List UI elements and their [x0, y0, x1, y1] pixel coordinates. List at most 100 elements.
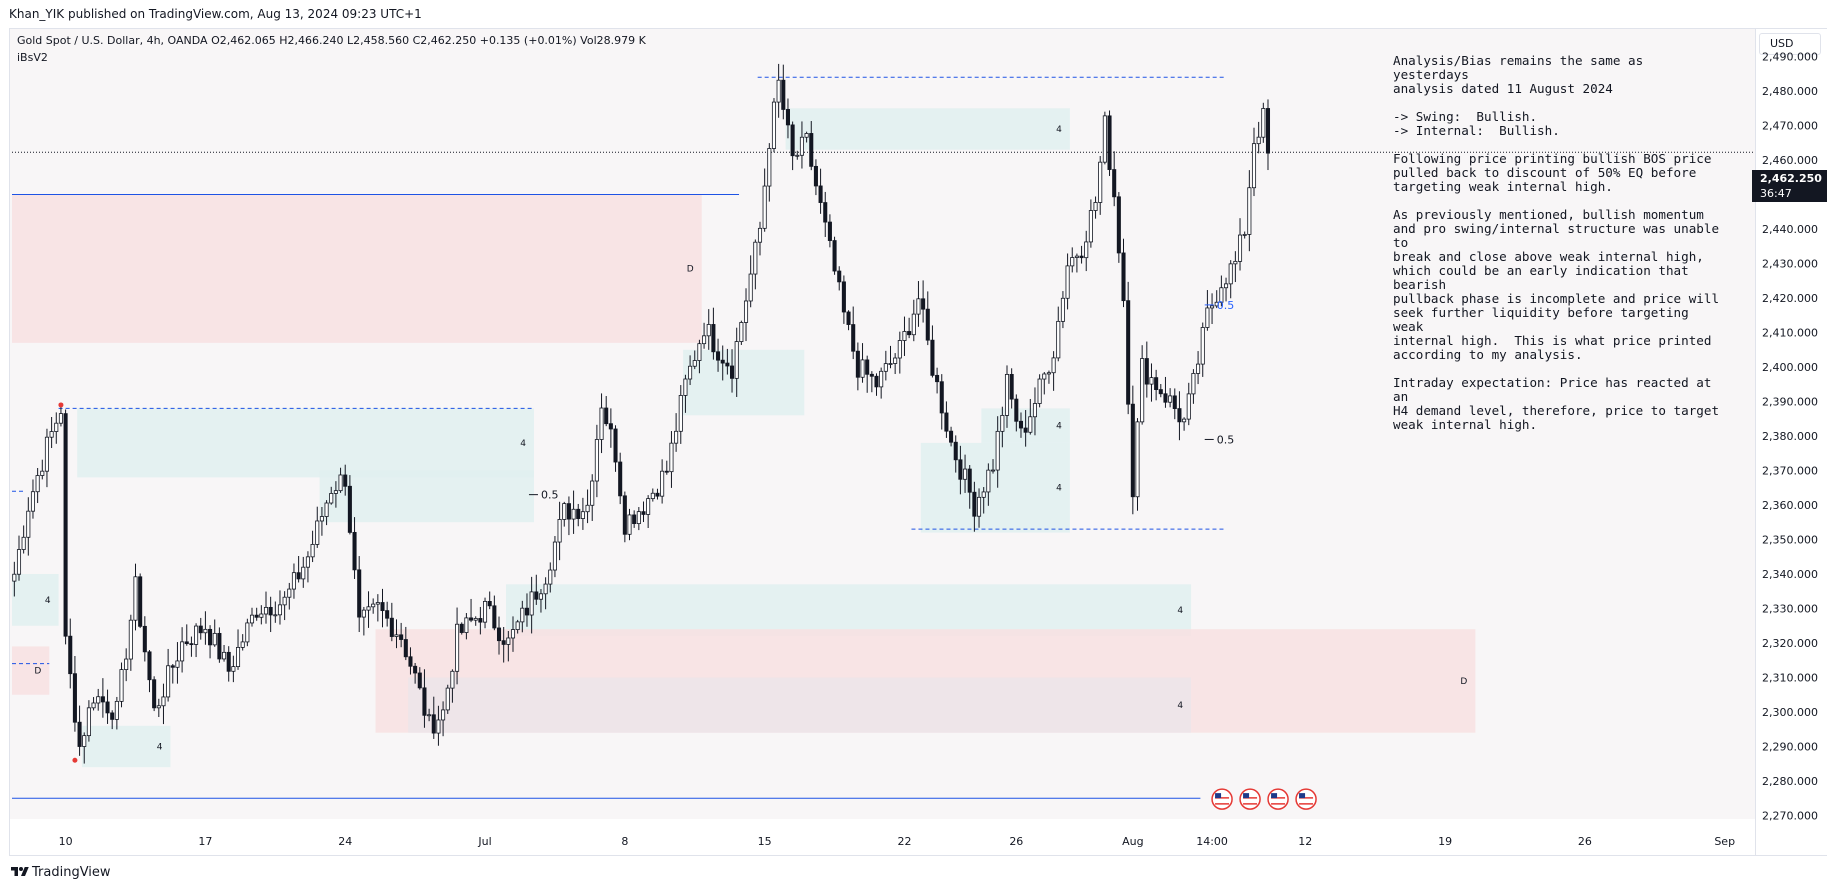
candle-body — [77, 721, 82, 747]
candle-body — [613, 428, 618, 463]
flag-stripe — [1299, 797, 1314, 799]
x-tick-label: 15 — [758, 835, 772, 848]
currency-button[interactable]: USD — [1759, 33, 1821, 55]
candle-body — [1102, 115, 1107, 163]
y-tick-label: 2,370.000 — [1762, 464, 1818, 477]
candle-body — [1135, 421, 1140, 498]
symbol-legend[interactable]: Gold Spot / U.S. Dollar, 4h, OANDA O2,46… — [17, 34, 646, 47]
candle-body — [310, 544, 315, 558]
candle-body — [660, 470, 665, 497]
candle-body — [315, 520, 320, 545]
candle-body — [804, 133, 809, 138]
candle-body — [837, 270, 842, 283]
candle-body — [944, 412, 949, 432]
candle-body — [455, 623, 460, 672]
candle-body — [100, 696, 105, 703]
candle-body — [282, 596, 287, 606]
candle-body — [473, 618, 478, 621]
candle-body — [608, 423, 613, 430]
x-tick-label: Jul — [477, 835, 491, 848]
us-flag-event-icon[interactable] — [1211, 788, 1233, 810]
candle-body — [156, 705, 161, 709]
candle-body — [636, 511, 641, 525]
candle-body — [1200, 327, 1205, 365]
candle-body — [562, 503, 567, 520]
candle-body — [953, 441, 958, 461]
candle-body — [1237, 234, 1243, 262]
indicator-legend[interactable]: iBsV2 — [17, 51, 48, 64]
candle-body — [557, 519, 562, 543]
candle-body — [338, 474, 343, 492]
flag-stripe — [1215, 797, 1230, 799]
candle-body — [469, 617, 474, 621]
candle-body — [529, 591, 534, 616]
y-tick-label: 2,460.000 — [1762, 154, 1818, 167]
candle-body — [725, 362, 730, 367]
candle-body — [273, 614, 278, 617]
candle-body — [343, 474, 348, 487]
candle-body — [1163, 393, 1168, 403]
y-tick-label: 2,310.000 — [1762, 671, 1818, 684]
analysis-paragraph-2: -> Swing: Bullish. -> Internal: Bullish. — [1393, 109, 1560, 138]
candle-body — [436, 719, 441, 734]
x-axis-ticks: 10 17 24 Jul 8 15 22 26 Aug 14:00 12 19 26 Sep — [59, 835, 1735, 848]
swing-point-0 — [58, 402, 64, 408]
candle-body — [627, 514, 632, 535]
candle-body — [1051, 357, 1056, 374]
candle-body — [716, 351, 721, 361]
candle-body — [54, 422, 59, 432]
candle-body — [357, 569, 362, 618]
candle-body — [1154, 377, 1159, 390]
candle-body — [1070, 257, 1075, 267]
us-flag-event-icon[interactable] — [1239, 788, 1261, 810]
flag-canton — [1299, 793, 1306, 799]
candle-body — [1191, 373, 1196, 395]
candle-body — [548, 569, 553, 585]
candle-body — [142, 625, 147, 653]
candle-body — [590, 480, 595, 506]
candle-body — [133, 576, 138, 621]
candle-body — [1224, 283, 1229, 289]
candle-body — [1065, 265, 1070, 299]
candle-body — [883, 363, 888, 372]
candle-body — [893, 357, 898, 364]
candle-body — [114, 700, 119, 720]
us-flag-event-icon[interactable] — [1267, 788, 1289, 810]
candle-body — [371, 603, 376, 608]
candle-body — [361, 609, 366, 618]
candle-body — [26, 510, 31, 538]
candle-body — [128, 619, 133, 660]
candle-body — [510, 629, 516, 639]
candle-body — [1116, 196, 1121, 254]
candle-body — [296, 572, 301, 580]
candle-body — [1196, 363, 1201, 374]
candle-body — [702, 335, 707, 345]
zone-overlap-12 — [408, 677, 1192, 733]
candle-body — [305, 556, 310, 568]
candle-body — [669, 442, 674, 473]
y-axis-ticks: 2,270.000 2,280.000 2,290.000 2,300.000 2,31… — [1762, 51, 1818, 823]
candle-body — [44, 436, 49, 472]
candle-body — [86, 707, 91, 737]
flag-canton — [1243, 793, 1250, 799]
candle-body — [422, 687, 427, 716]
candle-body — [375, 602, 380, 605]
flag-stripe — [1271, 797, 1286, 799]
price-axis[interactable] — [1755, 29, 1827, 855]
candle-body — [958, 459, 963, 480]
candle-body — [930, 339, 935, 376]
y-tick-label: 2,350.000 — [1762, 533, 1818, 546]
candle-body — [622, 495, 627, 535]
candle-body — [240, 641, 245, 648]
candle-body — [1084, 241, 1089, 259]
candle-body — [641, 511, 646, 515]
zone-label-0: D — [687, 265, 694, 275]
us-flag-event-icon[interactable] — [1295, 788, 1317, 810]
candle-body — [417, 672, 422, 689]
flag-stripe — [1299, 794, 1314, 796]
candle-body — [543, 583, 548, 595]
candle-body — [249, 614, 255, 624]
y-tick-label: 2,490.000 — [1762, 51, 1818, 64]
candle-body — [813, 165, 818, 187]
